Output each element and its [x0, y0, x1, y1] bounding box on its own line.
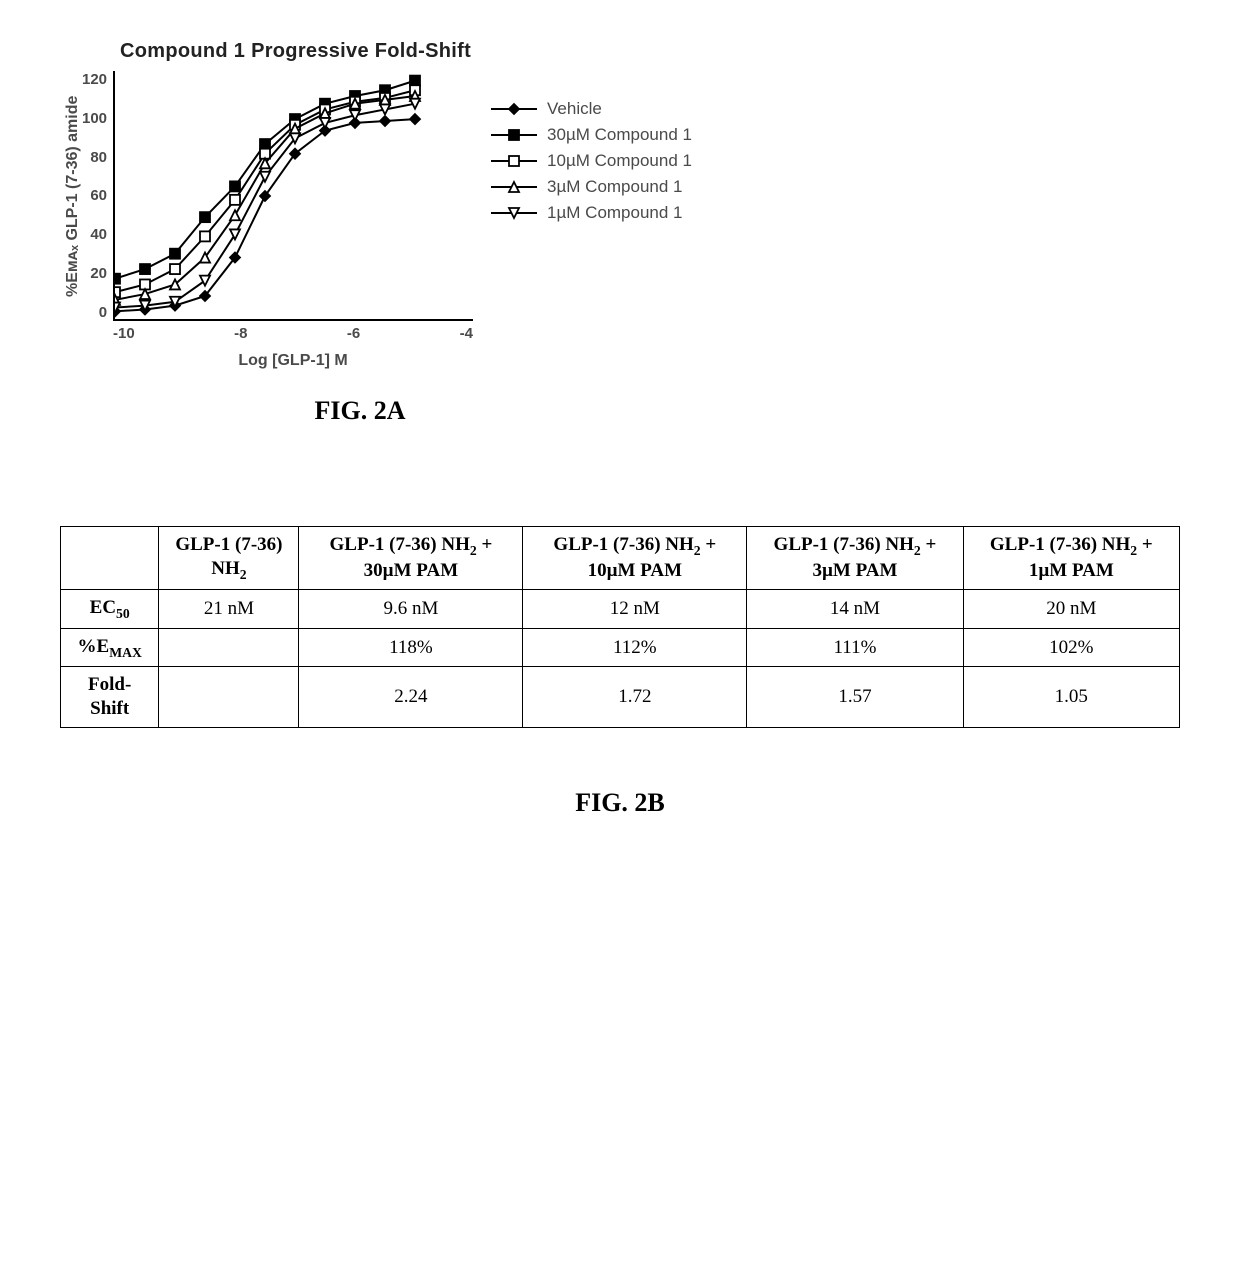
- legend-item: Vehicle: [491, 99, 692, 119]
- table-row-header: Fold-Shift: [61, 667, 159, 728]
- table-row: Fold-Shift 2.241.721.571.05: [61, 667, 1180, 728]
- legend-item: 30µM Compound 1: [491, 125, 692, 145]
- chart-title: Compound 1 Progressive Fold-Shift: [120, 40, 1180, 63]
- x-tick-label: -6: [347, 325, 360, 342]
- y-tick-label: 40: [90, 226, 107, 243]
- table-row-header: %EMAX: [61, 628, 159, 667]
- x-tick-label: -8: [234, 325, 247, 342]
- table-cell: 14 nM: [747, 589, 963, 628]
- legend-item: 1µM Compound 1: [491, 203, 692, 223]
- table-row-header: EC50: [61, 589, 159, 628]
- table-cell: 1.72: [523, 667, 747, 728]
- table-cell: 111%: [747, 628, 963, 667]
- y-tick-label: 0: [99, 304, 107, 321]
- fold-shift-table: GLP-1 (7-36) NH2GLP-1 (7-36) NH2 + 30µM …: [60, 526, 1180, 728]
- y-axis-label: %Eᴍᴀₓ GLP-1 (7-36) amide: [60, 71, 82, 321]
- chart-box: %Eᴍᴀₓ GLP-1 (7-36) amide 120 100 80 60 40 20 0…: [60, 71, 473, 370]
- table-cell: [159, 628, 299, 667]
- table-row: EC5021 nM9.6 nM12 nM14 nM20 nM: [61, 589, 1180, 628]
- dose-response-plot: [113, 71, 473, 321]
- y-tick-label: 20: [90, 265, 107, 282]
- table-column-header: GLP-1 (7-36) NH2 + 1µM PAM: [963, 527, 1179, 590]
- table-cell: 118%: [299, 628, 523, 667]
- x-tick-label: -4: [460, 325, 473, 342]
- y-tick-label: 60: [90, 187, 107, 204]
- figure-2b-block: GLP-1 (7-36) NH2GLP-1 (7-36) NH2 + 30µM …: [60, 526, 1180, 818]
- table-column-header: GLP-1 (7-36) NH2 + 3µM PAM: [747, 527, 963, 590]
- table-cell: 1.57: [747, 667, 963, 728]
- y-tick-label: 120: [82, 71, 107, 88]
- table-column-header: GLP-1 (7-36) NH2 + 10µM PAM: [523, 527, 747, 590]
- legend-label: 3µM Compound 1: [547, 177, 682, 197]
- y-axis-ticks: 120 100 80 60 40 20 0: [82, 71, 113, 321]
- table-column-header: GLP-1 (7-36) NH2: [159, 527, 299, 590]
- table-cell: 20 nM: [963, 589, 1179, 628]
- legend-label: 1µM Compound 1: [547, 203, 682, 223]
- legend-label: 30µM Compound 1: [547, 125, 692, 145]
- y-tick-label: 100: [82, 110, 107, 127]
- figure-2a-block: Compound 1 Progressive Fold-Shift %Eᴍᴀₓ …: [60, 40, 1180, 426]
- chart-legend: Vehicle 30µM Compound 1 10µM Compound 1 3µM…: [491, 99, 692, 229]
- x-tick-label: -10: [113, 325, 135, 342]
- x-axis-ticks: -10 -8 -6 -4: [113, 325, 473, 342]
- table-cell: 21 nM: [159, 589, 299, 628]
- table-cell: 2.24: [299, 667, 523, 728]
- legend-item: 10µM Compound 1: [491, 151, 692, 171]
- chart-row: %Eᴍᴀₓ GLP-1 (7-36) amide 120 100 80 60 40 20 0…: [60, 71, 1180, 370]
- table-cell: [159, 667, 299, 728]
- table-column-header: GLP-1 (7-36) NH2 + 30µM PAM: [299, 527, 523, 590]
- x-axis-label: Log [GLP-1] M: [113, 352, 473, 370]
- table-cell: 12 nM: [523, 589, 747, 628]
- figure-2a-caption: FIG. 2A: [180, 396, 540, 426]
- table-cell: 1.05: [963, 667, 1179, 728]
- table-cell: 112%: [523, 628, 747, 667]
- legend-label: Vehicle: [547, 99, 602, 119]
- legend-label: 10µM Compound 1: [547, 151, 692, 171]
- figure-2b-caption: FIG. 2B: [60, 788, 1180, 818]
- table-row: %EMAX 118%112%111%102%: [61, 628, 1180, 667]
- table-cell: 102%: [963, 628, 1179, 667]
- plot-wrap: %Eᴍᴀₓ GLP-1 (7-36) amide 120 100 80 60 40 20 0…: [60, 71, 473, 370]
- table-column-header: [61, 527, 159, 590]
- y-tick-label: 80: [90, 149, 107, 166]
- legend-item: 3µM Compound 1: [491, 177, 692, 197]
- table-cell: 9.6 nM: [299, 589, 523, 628]
